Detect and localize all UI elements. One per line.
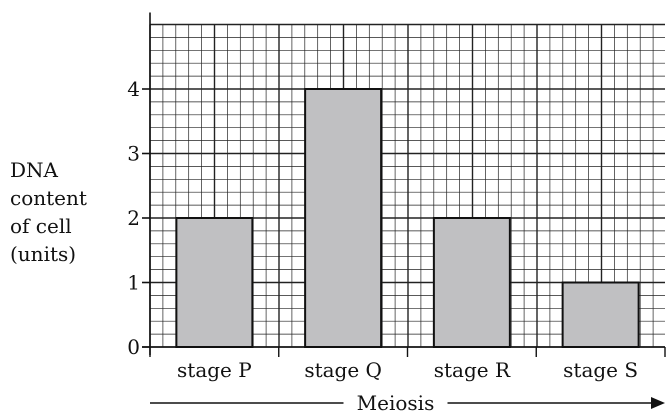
axes-group bbox=[142, 12, 666, 357]
category-labels: stage P stage Q stage R stage S bbox=[177, 358, 638, 382]
y-tick-label: 3 bbox=[127, 142, 140, 166]
y-tick-label: 4 bbox=[127, 77, 140, 101]
x-axis-label: Meiosis bbox=[357, 391, 435, 414]
bar bbox=[304, 88, 383, 348]
y-tick-label: 2 bbox=[127, 206, 140, 230]
category-label: stage S bbox=[563, 358, 638, 382]
y-axis-label-line-2: content bbox=[10, 186, 87, 210]
bar bbox=[561, 281, 640, 348]
y-tick-labels: 0 1 2 3 4 bbox=[127, 77, 140, 359]
category-label: stage P bbox=[177, 358, 252, 382]
y-tick-label: 0 bbox=[127, 335, 140, 359]
bar bbox=[432, 217, 511, 348]
y-axis-label-line-3: of cell bbox=[10, 214, 72, 238]
x-axis-label-group: Meiosis bbox=[150, 391, 665, 414]
y-tick-label: 1 bbox=[127, 271, 140, 295]
category-label: stage R bbox=[434, 358, 511, 382]
y-axis-label-line-1: DNA bbox=[10, 158, 58, 182]
y-axis-label: DNA content of cell (units) bbox=[10, 156, 87, 268]
bars-group bbox=[175, 88, 640, 348]
y-axis-label-line-4: (units) bbox=[10, 242, 77, 266]
category-label: stage Q bbox=[304, 358, 382, 382]
bar bbox=[175, 217, 254, 348]
x-arrow-head bbox=[651, 397, 665, 409]
